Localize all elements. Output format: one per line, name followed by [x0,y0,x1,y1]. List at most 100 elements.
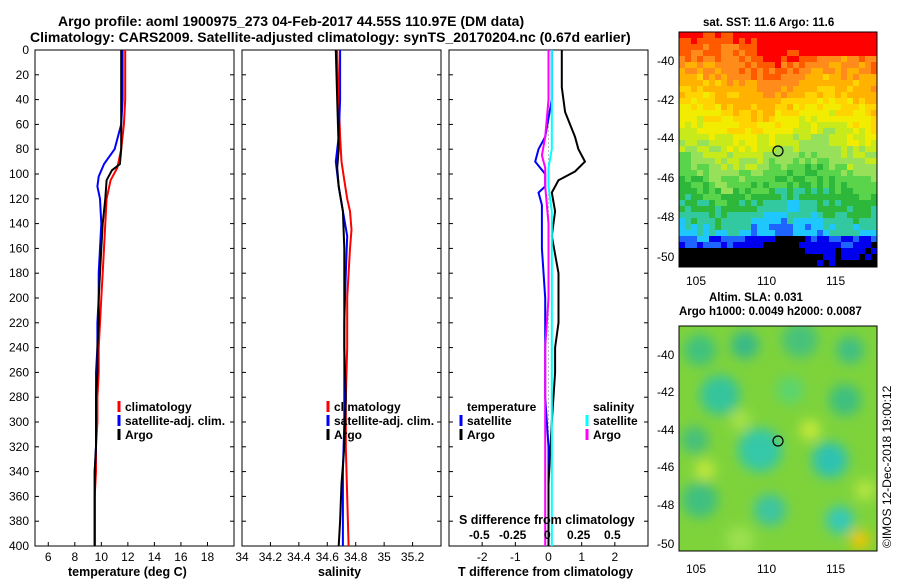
depth-tick-label: 20 [16,68,30,82]
sst-cell [799,254,806,261]
sst-cell [715,110,722,117]
sst-cell [691,32,698,39]
sst-cell [679,212,686,219]
sst-cell [709,152,716,159]
sst-cell [679,242,686,249]
salinity-panel: 34 34.2 34.4 34.6 34.8 35 35.2 salinity climat… [235,49,442,579]
sst-cell [775,200,782,207]
sst-cell [805,230,812,237]
sst-cell [871,206,877,213]
sst-cell [859,224,866,231]
sst-cell [769,56,776,63]
sst-cell [715,236,722,243]
temperature-axis: 6 8 10 12 14 16 18 [35,49,234,564]
sst-cell [775,140,782,147]
argo-location-marker [772,435,784,447]
sst-cell [811,170,818,177]
sst-cell [679,140,686,147]
sst-cell [853,212,860,219]
sst-cell [721,50,728,57]
sst-cell [757,56,764,63]
sst-cell [721,164,728,171]
sst-cell [739,74,746,81]
sst-cell [721,260,728,267]
sst-cell [841,212,848,219]
sst-cell [781,44,788,51]
x-tick-label: 34.4 [287,550,311,564]
imos-watermark: ©IMOS 12-Dec-2018 19:00:12 [880,385,894,548]
sla-blob [695,460,715,480]
sst-cell [781,194,788,201]
sst-cell [865,170,872,177]
sst-lat-tick: -46 [657,171,675,185]
sst-cell [745,254,752,261]
legend-t-satellite: satellite [467,414,512,428]
sst-cell [835,254,842,261]
sst-cell [721,206,728,213]
sla-blob [850,530,870,550]
sst-cell [781,56,788,63]
sst-cell [745,188,752,195]
sst-cell [811,248,818,255]
sst-cell [703,182,710,189]
sst-cell [847,188,854,195]
sst-cell [841,164,848,171]
sla-blob [836,336,864,364]
sst-cell [751,146,758,153]
sst-cell [733,56,740,63]
sst-cell [757,98,764,105]
sst-cell [739,176,746,183]
sst-lat-tick: -42 [657,93,675,107]
sst-cell [697,32,704,39]
sst-cell [847,110,854,117]
sst-cell [871,122,877,129]
x-tick-label: 0 [545,550,552,564]
sst-cell [679,224,686,231]
sst-cell [721,62,728,69]
sst-cell [793,164,800,171]
sst-cell [781,218,788,225]
sst-cell [853,86,860,93]
sst-cell [769,254,776,261]
sst-cell [847,134,854,141]
sst-cell [853,92,860,99]
sst-cell [805,212,812,219]
sst-cell [697,218,704,225]
sst-cell [835,188,842,195]
sst-cell [727,218,734,225]
sst-cell [871,86,877,93]
sst-cell [793,98,800,105]
sst-cell [841,194,848,201]
sst-cell [799,188,806,195]
sst-cell [691,38,698,45]
sst-cell [805,92,812,99]
sst-cell [703,68,710,75]
sst-cell [751,92,758,99]
sst-cell [847,170,854,177]
sst-cell [787,62,794,69]
sst-cell [787,182,794,189]
sst-cell [793,158,800,165]
sst-cell [793,86,800,93]
sst-cell [817,254,824,261]
sst-cell [835,68,842,75]
sst-cell [757,260,764,267]
sst-cell [823,146,830,153]
sst-cell [763,50,770,57]
sst-cell [751,224,758,231]
sst-cell [865,116,872,123]
sst-cell [715,86,722,93]
sst-cell [823,32,830,39]
sst-cell [817,182,824,189]
sst-cell [757,224,764,231]
sst-cell [751,116,758,123]
sst-cell [715,38,722,45]
sst-cell [685,206,692,213]
sst-cell [703,200,710,207]
sst-cell [841,230,848,237]
sst-cell [685,176,692,183]
depth-tick-label: 320 [9,440,29,454]
depth-tick-label: 80 [16,142,30,156]
sst-cell [817,104,824,111]
sst-cell [697,236,704,243]
